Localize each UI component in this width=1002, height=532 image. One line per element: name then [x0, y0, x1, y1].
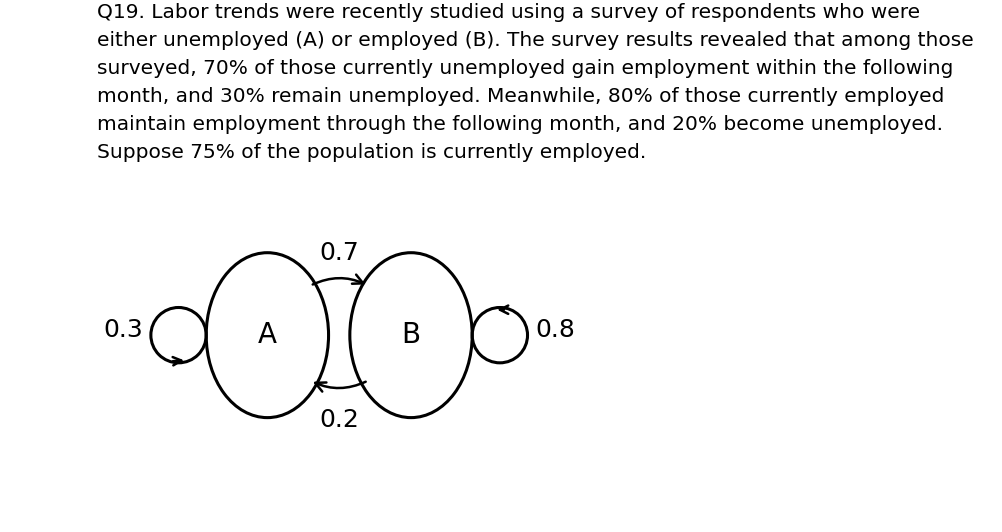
Text: 0.3: 0.3 [103, 318, 142, 342]
Text: 0.8: 0.8 [535, 318, 575, 342]
Text: Q19. Labor trends were recently studied using a survey of respondents who were
e: Q19. Labor trends were recently studied … [97, 3, 973, 162]
Text: B: B [401, 321, 420, 349]
Text: 0.7: 0.7 [319, 241, 359, 265]
Text: A: A [258, 321, 277, 349]
Text: 0.2: 0.2 [319, 408, 359, 432]
